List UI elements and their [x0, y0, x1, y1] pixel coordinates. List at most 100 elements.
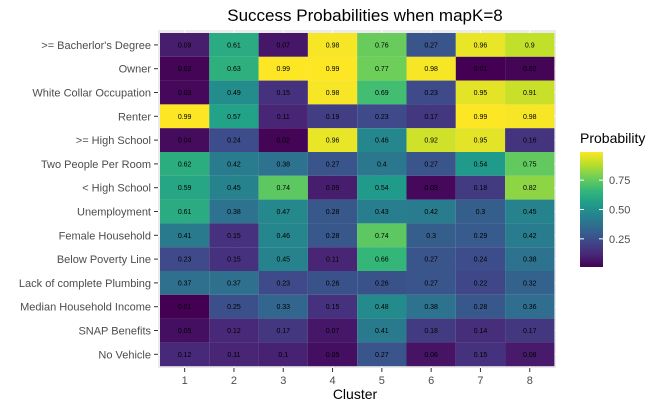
- heatmap-cell: [505, 152, 555, 176]
- heatmap-cell: [357, 33, 407, 57]
- heatmap-cell: [307, 33, 358, 57]
- heatmap-cell: [455, 33, 506, 57]
- legend-tick-label: 0.50: [609, 205, 630, 217]
- cell-value-label: 0.38: [227, 209, 241, 216]
- cell-value-label: 0.4: [377, 161, 387, 168]
- cell-value-label: 0.24: [474, 257, 488, 264]
- heatmap-cell: [357, 294, 407, 319]
- cell-value-label: 0.07: [276, 42, 290, 49]
- heatmap-cell: [406, 223, 456, 248]
- heatmap-cell: [160, 342, 210, 367]
- cell-value-label: 0.26: [326, 280, 340, 287]
- cell-value-label: 0.45: [227, 185, 241, 192]
- cell-value-label: 0.38: [523, 257, 537, 264]
- heatmap-cell: [258, 104, 308, 129]
- heatmap-cell: [455, 175, 506, 200]
- cell-value-label: 0.54: [375, 185, 389, 192]
- cell-value-label: 0.46: [375, 138, 389, 145]
- cell-value-label: 0.18: [424, 328, 438, 335]
- cell-value-label: 0.45: [276, 257, 290, 264]
- y-tick-label: SNAP Benefits: [78, 326, 151, 338]
- cell-value-label: 0.76: [375, 42, 389, 49]
- heatmap-cell: [505, 175, 555, 200]
- x-tick-label: 4: [329, 375, 335, 387]
- heatmap-cell: [357, 80, 407, 105]
- cell-value-label: 0.41: [375, 328, 389, 335]
- y-tick-label: Owner: [119, 64, 152, 76]
- cell-value-label: 0.75: [523, 161, 537, 168]
- heatmap-cell: [209, 294, 259, 319]
- heatmap-cell: [455, 104, 506, 129]
- x-tick-label: 5: [379, 375, 385, 387]
- heatmap-cell: [406, 128, 456, 152]
- y-tick-label: Female Household: [59, 230, 151, 242]
- cell-value-label: 0.01: [178, 304, 192, 311]
- y-tick-label: < High School: [82, 183, 151, 195]
- cell-value-label: 0.99: [326, 66, 340, 73]
- heatmap-cell: [209, 175, 259, 200]
- cell-value-label: 0.49: [227, 90, 241, 97]
- heatmap-cell: [307, 318, 358, 343]
- cell-value-label: 0.41: [178, 233, 192, 240]
- x-axis-title: Cluster: [333, 386, 378, 402]
- cell-value-label: 0.28: [326, 233, 340, 240]
- heatmap-cell: [307, 342, 358, 367]
- legend-colorbar: [580, 152, 603, 267]
- cell-value-label: 0.42: [424, 209, 438, 216]
- cell-value-label: 0.03: [424, 185, 438, 192]
- heatmap-cell: [258, 223, 308, 248]
- cell-value-label: 0.15: [227, 257, 241, 264]
- heatmap-cell: [160, 104, 210, 129]
- cell-value-label: 0.16: [523, 138, 537, 145]
- y-tick-label: Median Household Income: [20, 302, 151, 314]
- heatmap-cell: [455, 80, 506, 105]
- heatmap-cell: [357, 175, 407, 200]
- legend-ticks: 0.25 0.50 0.75: [580, 175, 630, 246]
- y-tick-label: Lack of complete Plumbing: [19, 278, 151, 290]
- heatmap-cell: [160, 271, 210, 295]
- cell-value-label: 0.06: [424, 352, 438, 359]
- heatmap-cell: [307, 247, 358, 271]
- heatmap-cell: [357, 247, 407, 271]
- heatmap-cell: [505, 80, 555, 105]
- heatmap-cell: [505, 33, 555, 57]
- cell-value-label: 0.25: [227, 304, 241, 311]
- heatmap-cell: [209, 223, 259, 248]
- heatmap-cell: [357, 271, 407, 295]
- y-tick-label: Renter: [118, 111, 151, 123]
- y-tick-label: >= Bacherlor's Degree: [41, 40, 151, 52]
- cell-value-label: 0.99: [276, 66, 290, 73]
- cell-value-label: 0.63: [227, 66, 241, 73]
- heatmap-cell: [406, 80, 456, 105]
- cell-value-label: 0.07: [326, 328, 340, 335]
- cell-value-label: 0.91: [523, 90, 537, 97]
- cell-value-label: 0.38: [276, 161, 290, 168]
- cell-value-label: 0.37: [227, 280, 241, 287]
- y-axis-labels: >= Bacherlor's Degree Owner White Collar O…: [19, 40, 158, 361]
- cell-value-label: 0.96: [326, 138, 340, 145]
- heatmap-cell: [406, 342, 456, 367]
- cell-value-label: 0.14: [474, 328, 488, 335]
- cell-value-label: 0.45: [523, 209, 537, 216]
- heatmap-cell: [455, 271, 506, 295]
- heatmap-cell: [455, 247, 506, 271]
- heatmap-cell: [307, 56, 358, 81]
- cell-value-label: 0.19: [326, 114, 340, 121]
- cell-value-label: 0.27: [326, 161, 340, 168]
- heatmap-cell: [209, 104, 259, 129]
- heatmap-cell: [209, 33, 259, 57]
- heatmap-cell: [160, 33, 210, 57]
- cell-value-label: 0.99: [178, 114, 192, 121]
- heatmap-cell: [406, 33, 456, 57]
- cell-value-label: 0.95: [474, 90, 488, 97]
- cell-value-label: 0.47: [276, 209, 290, 216]
- heatmap-cell: [160, 152, 210, 176]
- cell-value-label: 0.98: [326, 90, 340, 97]
- cell-value-label: 0.27: [424, 280, 438, 287]
- cell-value-label: 0.09: [178, 42, 192, 49]
- cell-value-label: 0.62: [178, 161, 192, 168]
- cell-value-label: 0.98: [326, 42, 340, 49]
- heatmap-cell: [209, 80, 259, 105]
- cell-value-label: 0.69: [375, 90, 389, 97]
- cell-value-label: 0.61: [227, 42, 241, 49]
